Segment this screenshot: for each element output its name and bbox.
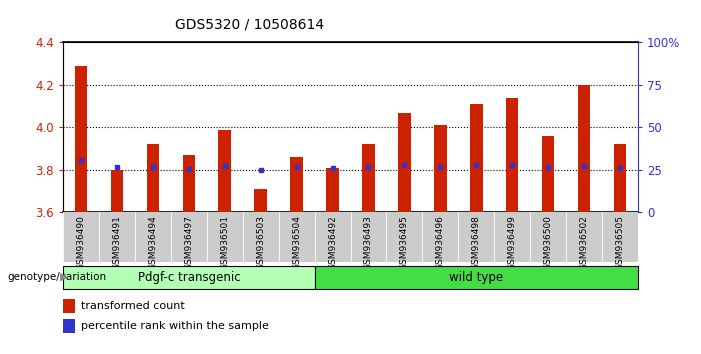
Bar (470, 104, 482, 212)
Bar (434, 125, 447, 212)
Text: genotype/variation: genotype/variation (7, 272, 106, 282)
FancyBboxPatch shape (63, 266, 315, 289)
Bar (362, 144, 375, 212)
Text: GSM936496: GSM936496 (436, 215, 445, 270)
Text: GSM936492: GSM936492 (328, 215, 337, 270)
Bar (182, 155, 195, 212)
Bar (542, 136, 554, 212)
Bar (326, 168, 339, 212)
Bar (613, 144, 626, 212)
Text: GSM936504: GSM936504 (292, 215, 301, 270)
Text: GSM936505: GSM936505 (615, 215, 625, 270)
Bar (147, 144, 159, 212)
Text: GSM936490: GSM936490 (76, 215, 86, 270)
Text: ▶: ▶ (60, 272, 68, 282)
Bar (254, 189, 267, 212)
Bar (111, 170, 123, 212)
Text: GSM936491: GSM936491 (112, 215, 121, 270)
Text: GSM936493: GSM936493 (364, 215, 373, 270)
Text: GDS5320 / 10508614: GDS5320 / 10508614 (175, 18, 325, 32)
Text: GSM936503: GSM936503 (256, 215, 265, 270)
Bar (398, 113, 411, 212)
Text: GSM936498: GSM936498 (472, 215, 481, 270)
Text: GSM936497: GSM936497 (184, 215, 193, 270)
Text: percentile rank within the sample: percentile rank within the sample (81, 321, 268, 331)
Text: Pdgf-c transgenic: Pdgf-c transgenic (137, 270, 240, 284)
Text: GSM936500: GSM936500 (543, 215, 552, 270)
Text: wild type: wild type (449, 270, 503, 284)
Bar (75, 66, 88, 212)
Text: GSM936502: GSM936502 (580, 215, 589, 270)
Bar (578, 85, 590, 212)
Text: GSM936501: GSM936501 (220, 215, 229, 270)
Bar (506, 98, 519, 212)
FancyBboxPatch shape (315, 266, 638, 289)
Bar (63, 319, 76, 333)
Text: transformed count: transformed count (81, 302, 184, 312)
Text: GSM936495: GSM936495 (400, 215, 409, 270)
Text: GSM936499: GSM936499 (508, 215, 517, 270)
Bar (290, 157, 303, 212)
Text: GSM936494: GSM936494 (149, 215, 158, 270)
Bar (63, 299, 76, 313)
Bar (219, 130, 231, 212)
